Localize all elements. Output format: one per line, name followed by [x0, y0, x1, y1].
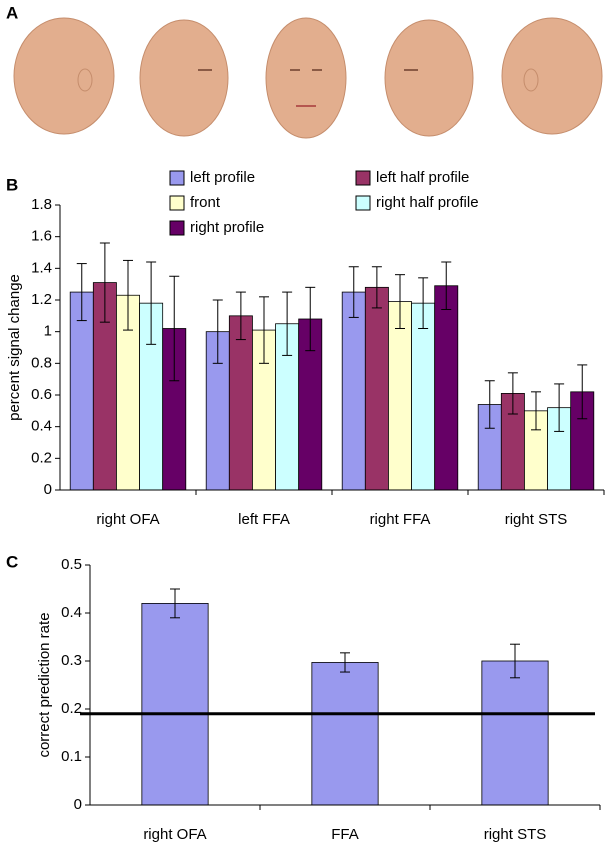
bar — [341, 291, 366, 491]
bar — [141, 603, 209, 806]
y-tick-label: 1.6 — [31, 228, 52, 245]
legend-label: front — [190, 194, 221, 211]
face — [501, 17, 603, 135]
legend-swatch — [355, 170, 371, 186]
y-tick-label: 0.1 — [61, 748, 82, 765]
x-tick-label: right STS — [484, 826, 547, 843]
bar — [228, 315, 253, 491]
y-tick-label: 0 — [44, 481, 52, 498]
y-tick-label: 0.4 — [31, 418, 52, 435]
legend-swatch — [169, 220, 185, 236]
y-tick-label: 0.3 — [61, 652, 82, 669]
ear — [523, 68, 539, 92]
legend-swatch — [169, 170, 185, 186]
faces — [13, 17, 603, 139]
panel-label: B — [6, 175, 18, 194]
y-tick-label: 1.4 — [31, 259, 52, 276]
bar — [481, 660, 549, 806]
face-features — [198, 69, 418, 107]
face — [13, 17, 115, 135]
bar — [69, 291, 94, 491]
y-tick-label: 0 — [74, 796, 82, 813]
bar — [388, 301, 412, 491]
face — [384, 19, 474, 137]
ear — [77, 68, 93, 92]
y-tick-label: 0.6 — [31, 386, 52, 403]
y-axis-label: correct prediction rate — [36, 612, 53, 757]
legend-label: right profile — [190, 219, 264, 236]
bar — [311, 662, 379, 806]
y-tick-label: 1 — [44, 323, 52, 340]
y-tick-label: 0.2 — [61, 700, 82, 717]
x-tick-label: right STS — [505, 511, 568, 528]
legend-swatch — [169, 195, 185, 211]
bar — [364, 286, 389, 491]
y-tick-label: 0.5 — [61, 556, 82, 573]
y-tick-label: 1.2 — [31, 291, 52, 308]
x-tick-label: FFA — [331, 826, 359, 843]
x-tick-label: left FFA — [238, 511, 290, 528]
y-tick-label: 1.8 — [31, 196, 52, 213]
legend-label: left half profile — [376, 169, 469, 186]
legend-label: left profile — [190, 169, 255, 186]
y-tick-label: 0.8 — [31, 354, 52, 371]
legend-label: right half profile — [376, 194, 479, 211]
y-tick-label: 0.2 — [31, 449, 52, 466]
panel-label: A — [6, 3, 18, 22]
legend-swatch — [355, 195, 371, 211]
bar — [411, 302, 436, 491]
x-tick-label: right OFA — [143, 826, 206, 843]
y-axis-label: percent signal change — [6, 274, 23, 421]
x-tick-label: right OFA — [96, 511, 159, 528]
x-tick-label: right FFA — [370, 511, 431, 528]
face — [139, 19, 229, 137]
face — [265, 17, 347, 139]
panel-label: C — [6, 552, 18, 571]
bar — [434, 285, 459, 491]
y-tick-label: 0.4 — [61, 604, 82, 621]
